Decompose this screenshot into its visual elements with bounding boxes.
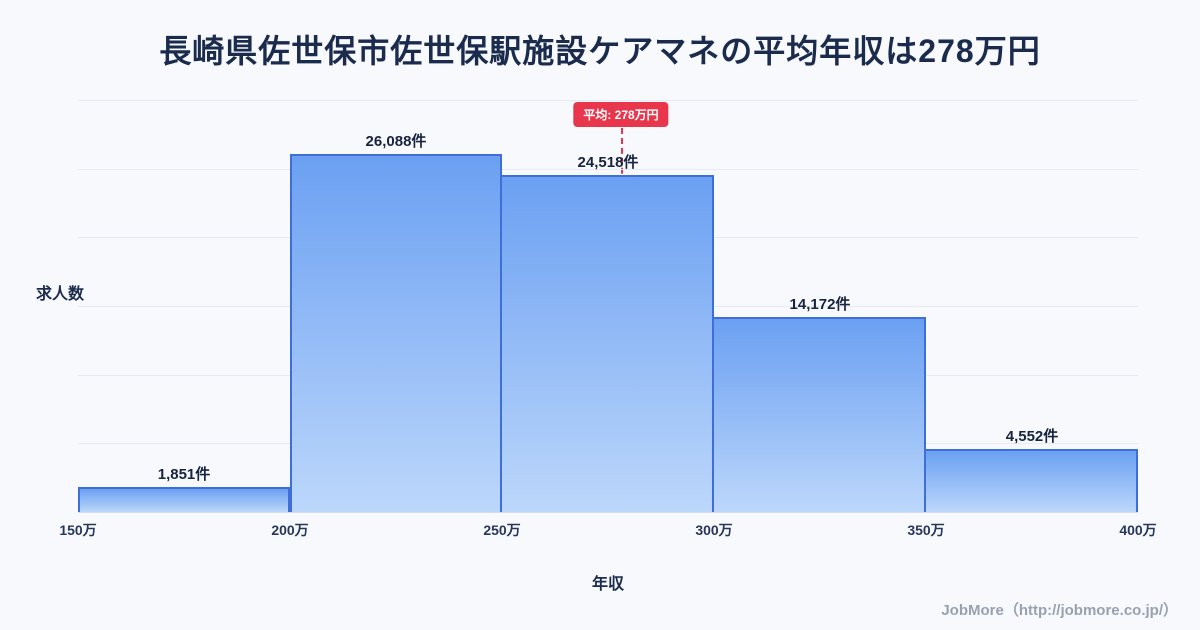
bar-value-label: 1,851件 (157, 466, 211, 483)
bar-value-label: 4,552件 (1005, 428, 1059, 445)
plot-area: 平均: 278万円 1,851件 26,088件 24,518件 14,172件 4,5… (59, 100, 1157, 538)
histogram-bar (502, 175, 714, 512)
x-tick-label: 300万 (695, 522, 733, 538)
x-tick-label: 350万 (907, 522, 945, 538)
bar-value-label: 26,088件 (365, 133, 427, 150)
page-title: 長崎県佐世保市佐世保駅施設ケアマネの平均年収は278万円 (159, 33, 1041, 69)
histogram-bar (78, 487, 290, 512)
x-tick-label: 150万 (59, 522, 97, 538)
average-badge: 平均: 278万円 (573, 102, 669, 127)
gridline (78, 100, 1138, 101)
x-axis-label: 年収 (591, 576, 624, 593)
bar-value-label: 14,172件 (789, 296, 851, 313)
histogram-bar (290, 154, 502, 512)
footer-credit: JobMore（http://jobmore.co.jp/） (941, 602, 1178, 619)
x-tick-label: 400万 (1119, 522, 1157, 538)
histogram-bar (926, 449, 1138, 512)
x-tick-label: 250万 (483, 522, 521, 538)
gridline (78, 169, 1138, 170)
y-axis-label: 求人数 (36, 286, 85, 303)
x-tick-label: 200万 (271, 522, 309, 538)
bar-value-label: 24,518件 (577, 154, 639, 171)
histogram-bar (714, 317, 926, 512)
